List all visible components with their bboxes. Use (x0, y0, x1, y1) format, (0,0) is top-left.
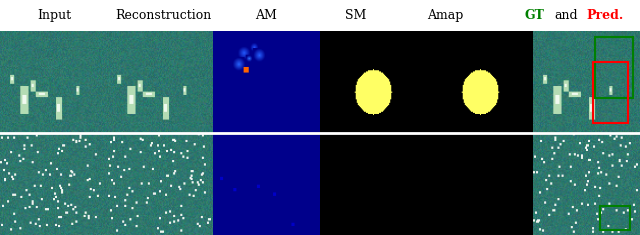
Text: GT: GT (524, 9, 545, 22)
Text: SM: SM (344, 9, 366, 22)
Text: and: and (555, 9, 578, 22)
Text: Pred.: Pred. (586, 9, 623, 22)
Text: AM: AM (255, 9, 276, 22)
Text: Amap: Amap (427, 9, 463, 22)
Text: Input: Input (37, 9, 72, 22)
Text: Reconstruction: Reconstruction (115, 9, 211, 22)
Bar (595, 37, 634, 98)
Bar (600, 206, 630, 230)
Bar (593, 62, 628, 123)
